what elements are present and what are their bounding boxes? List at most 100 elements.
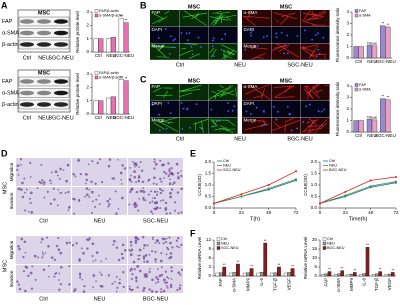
blot-row-label: FAP — [2, 79, 13, 85]
nucleus — [256, 45, 259, 47]
point — [240, 193, 243, 196]
fiber — [284, 117, 295, 123]
cell — [179, 273, 182, 276]
bar — [362, 273, 367, 277]
cell — [160, 180, 163, 183]
cell — [143, 275, 146, 278]
nucleus — [224, 33, 227, 36]
cell — [164, 172, 168, 175]
point — [344, 190, 347, 193]
x-tick-label: 24 — [343, 210, 349, 215]
cell — [176, 245, 179, 248]
point — [267, 187, 270, 190]
cell — [130, 267, 133, 271]
cell — [160, 288, 163, 291]
x-tick-label: Ctrl — [95, 53, 102, 58]
significance: ** — [278, 263, 281, 267]
bar — [110, 96, 116, 115]
cell — [29, 197, 32, 200]
cell — [180, 211, 183, 214]
y-axis-label: Relative mRNA Level — [303, 237, 308, 280]
blot-lane-label: Ctrl — [23, 115, 32, 121]
legend-label: Ctrl — [223, 159, 229, 163]
nucleus — [250, 34, 252, 37]
cell — [157, 268, 159, 271]
cell — [95, 280, 97, 282]
y-tick-label: 3 — [208, 264, 211, 269]
cell — [27, 274, 30, 278]
cell — [43, 196, 46, 199]
cell — [175, 162, 179, 166]
y-tick-label: 1 — [86, 98, 89, 103]
x-tick-label: IL-6 — [259, 278, 264, 286]
bar — [346, 274, 351, 277]
legend-label: FAP/β-actin — [99, 71, 119, 75]
image-row-label: Merge — [152, 118, 165, 123]
cell — [108, 197, 111, 201]
nucleus — [180, 102, 183, 104]
nucleus — [287, 52, 289, 55]
cell — [18, 247, 21, 251]
cell — [167, 248, 170, 251]
fiber — [272, 119, 300, 132]
cell — [170, 171, 173, 175]
cell — [154, 250, 157, 253]
cell — [33, 254, 37, 258]
cell — [80, 247, 83, 250]
bar — [218, 272, 223, 277]
cell — [151, 200, 154, 203]
legend-label: NEU — [223, 164, 231, 168]
bar — [353, 272, 357, 277]
cell — [147, 179, 150, 182]
cell — [79, 273, 82, 276]
cell — [170, 278, 173, 280]
bar — [365, 247, 370, 277]
micrograph — [179, 26, 209, 44]
cell — [111, 282, 114, 285]
blot-band — [20, 102, 34, 107]
bar — [93, 100, 99, 115]
blot-band — [20, 19, 34, 24]
cell — [164, 281, 167, 284]
nucleus — [305, 105, 308, 108]
panel-letter: A — [1, 0, 8, 10]
blot-lane-label: NEU — [38, 55, 50, 61]
cell — [152, 236, 154, 239]
y-tick-label: 1 — [346, 44, 349, 49]
bar — [273, 272, 278, 277]
cell — [153, 190, 157, 193]
cell — [150, 250, 154, 253]
cell — [94, 182, 97, 185]
fiber — [276, 20, 279, 23]
cell — [141, 189, 144, 192]
cell — [25, 188, 28, 191]
micrograph — [72, 187, 127, 215]
cell — [137, 265, 140, 267]
fiber — [243, 15, 256, 27]
fiber — [210, 119, 217, 126]
cell — [167, 174, 170, 178]
cell — [133, 175, 137, 179]
cell — [75, 242, 78, 245]
cell — [149, 268, 151, 270]
cell — [148, 288, 151, 291]
series-line — [319, 176, 397, 204]
y-tick-label: 15 — [312, 246, 318, 251]
legend-swatch — [94, 75, 99, 80]
significance: ** — [381, 22, 384, 26]
cell — [74, 175, 77, 178]
bar — [242, 272, 247, 277]
cell — [137, 180, 141, 183]
cell — [137, 209, 140, 212]
cell — [43, 183, 45, 186]
blot-band — [37, 19, 51, 24]
blot-band — [37, 90, 51, 96]
cell — [173, 181, 176, 184]
cell — [90, 180, 93, 184]
y-tick-label: 0 — [208, 273, 211, 278]
legend-label: FAP — [359, 83, 367, 87]
image-column-label: Ctrl — [176, 136, 185, 142]
nucleus — [169, 35, 172, 38]
cell — [73, 212, 76, 215]
cell — [16, 168, 19, 171]
